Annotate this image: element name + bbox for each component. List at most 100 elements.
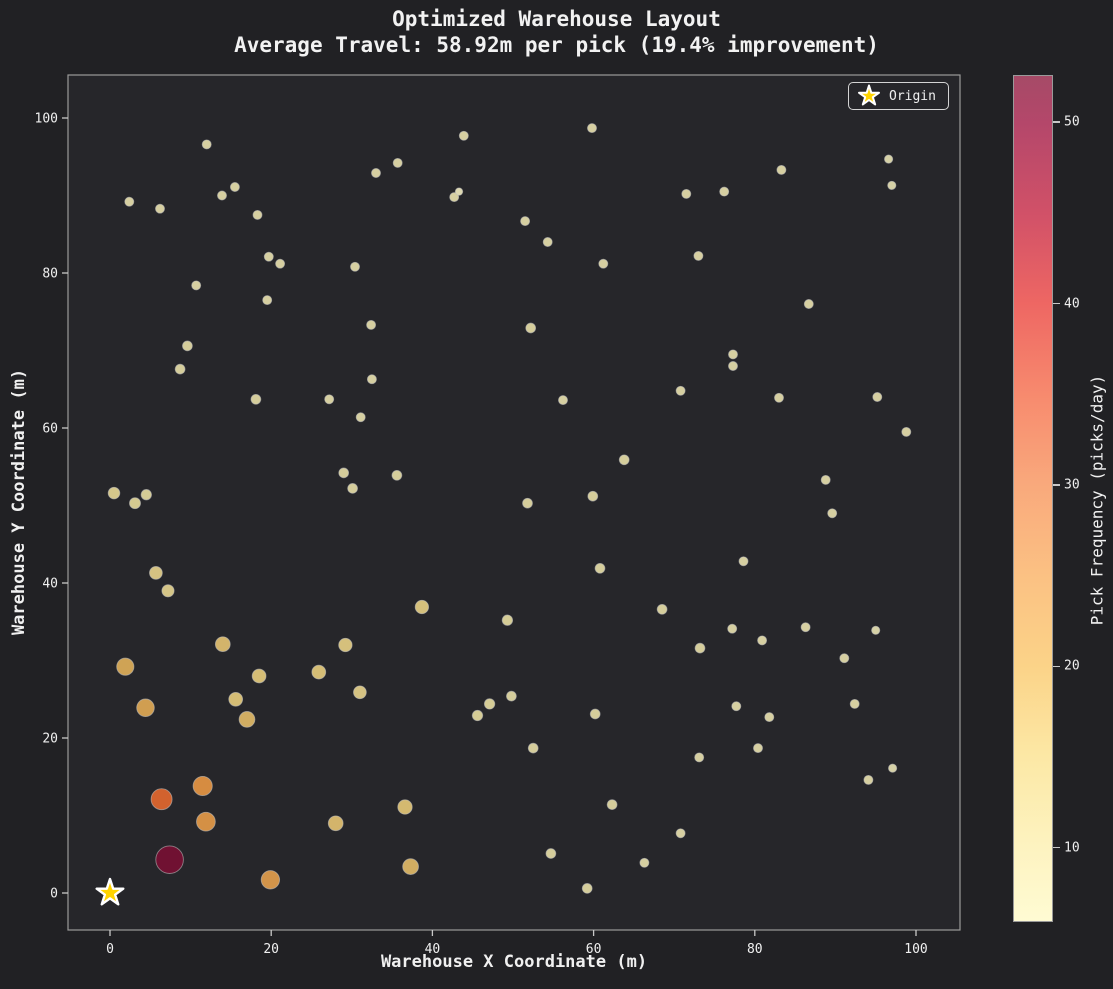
data-point <box>731 701 742 712</box>
data-point <box>155 203 165 214</box>
data-point <box>728 349 738 360</box>
data-point <box>338 637 353 653</box>
data-point <box>149 566 163 580</box>
data-point <box>229 182 240 192</box>
data-point <box>454 187 464 196</box>
data-point <box>353 685 367 700</box>
data-point <box>260 870 281 890</box>
data-point <box>366 319 377 330</box>
data-point <box>587 490 599 502</box>
data-point <box>693 250 704 261</box>
data-point <box>107 486 121 500</box>
colorbar <box>1013 75 1053 922</box>
data-point <box>694 642 706 654</box>
data-point <box>681 188 692 199</box>
data-point <box>675 385 686 396</box>
data-point <box>738 556 749 567</box>
origin-star-marker <box>95 877 125 906</box>
y-axis-label: Warehouse Y Coordinate (m) <box>9 368 29 636</box>
axes-frame <box>67 74 961 931</box>
x-tick-label: 80 <box>747 942 763 957</box>
data-point <box>719 186 730 197</box>
data-point <box>753 743 763 754</box>
data-point <box>887 180 897 190</box>
data-point <box>214 636 231 653</box>
data-point <box>849 698 860 709</box>
data-point <box>371 168 381 178</box>
data-point <box>839 653 850 664</box>
data-point <box>863 774 874 785</box>
data-point <box>757 635 768 646</box>
colorbar-tick-mark <box>1053 846 1060 849</box>
data-point <box>675 828 686 839</box>
data-point <box>606 799 618 810</box>
data-point <box>871 625 881 635</box>
data-point <box>776 164 787 175</box>
data-point <box>727 623 738 634</box>
data-point <box>581 883 593 894</box>
data-point <box>252 209 263 220</box>
chart-title: Optimized Warehouse Layout <box>392 7 721 31</box>
data-point <box>251 668 267 684</box>
data-point <box>774 392 784 403</box>
data-point <box>311 664 327 680</box>
data-point <box>618 454 630 466</box>
data-point <box>262 295 273 306</box>
data-point <box>129 497 141 510</box>
title-block: Optimized Warehouse Layout Average Trave… <box>0 6 1113 59</box>
data-point <box>201 139 212 150</box>
data-point <box>140 489 152 501</box>
data-point <box>520 216 531 227</box>
data-point <box>324 394 335 405</box>
data-point <box>594 562 606 574</box>
data-point <box>527 742 539 754</box>
data-point <box>506 690 517 702</box>
data-point <box>872 392 883 402</box>
data-point <box>694 752 705 763</box>
x-tick-label: 0 <box>106 942 114 957</box>
colorbar-tick-label: 10 <box>1064 840 1080 856</box>
data-point <box>803 299 814 309</box>
data-point <box>355 412 366 423</box>
y-tick-label: 80 <box>42 267 58 282</box>
data-point <box>366 374 377 385</box>
data-point <box>901 426 912 437</box>
data-point <box>155 845 184 874</box>
data-point <box>888 763 898 773</box>
data-point <box>471 709 484 722</box>
data-point <box>196 811 216 832</box>
data-point <box>587 123 597 134</box>
colorbar-tick-label: 30 <box>1064 477 1080 493</box>
data-point <box>820 474 831 485</box>
data-point <box>402 858 419 875</box>
data-point <box>275 258 286 269</box>
data-point <box>525 322 537 334</box>
data-point <box>558 395 568 406</box>
data-point <box>501 614 514 626</box>
y-tick-label: 40 <box>42 577 58 592</box>
data-point <box>250 393 262 405</box>
x-axis-label: Warehouse X Coordinate (m) <box>380 952 648 972</box>
data-point <box>347 483 358 494</box>
data-point <box>391 469 403 481</box>
data-point <box>116 657 135 676</box>
data-point <box>263 251 274 262</box>
y-tick-label: 100 <box>35 112 58 127</box>
data-point <box>639 857 650 868</box>
data-point <box>764 712 775 723</box>
x-tick-label: 20 <box>263 942 279 957</box>
x-tick-label: 60 <box>586 942 602 957</box>
colorbar-tick-mark <box>1053 484 1060 486</box>
x-tick-label: 100 <box>904 942 927 957</box>
colorbar-tick-mark <box>1053 302 1060 305</box>
origin-star-icon <box>858 84 880 106</box>
data-point <box>124 196 135 207</box>
data-point <box>545 848 557 859</box>
colorbar-label: Pick Frequency (picks/day) <box>1087 374 1107 626</box>
data-point <box>238 711 256 728</box>
data-point <box>800 622 811 633</box>
data-point <box>589 708 601 720</box>
data-point <box>150 788 173 811</box>
colorbar-tick-mark <box>1053 665 1060 667</box>
data-point <box>338 467 350 479</box>
